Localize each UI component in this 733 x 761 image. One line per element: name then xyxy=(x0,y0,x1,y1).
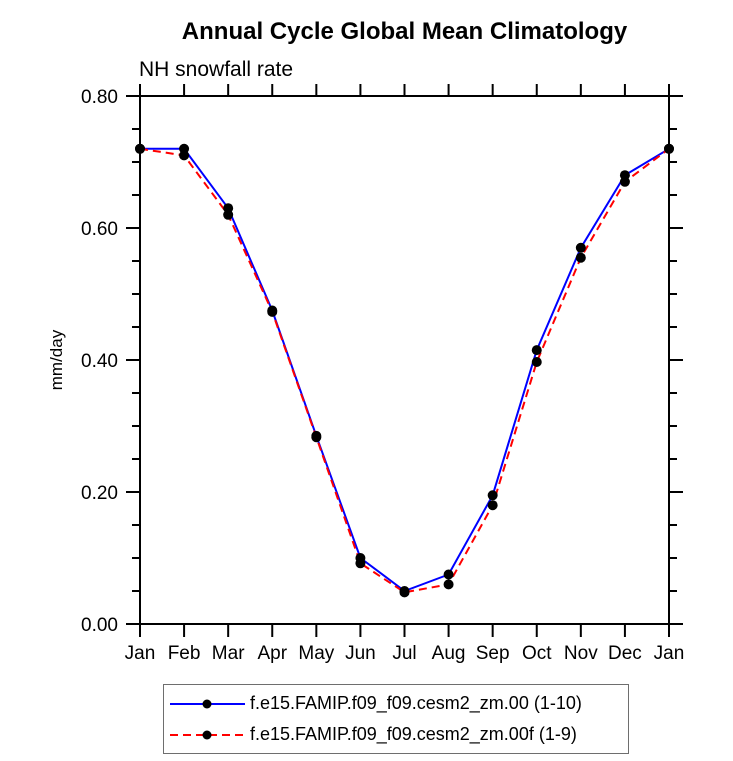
x-axis-tick-label: Mar xyxy=(212,643,245,664)
legend-box: f.e15.FAMIP.f09_f09.cesm2_zm.00 (1-10) f… xyxy=(163,684,629,754)
y-axis-tick-label: 0.60 xyxy=(81,219,118,240)
chart-subtitle: NH snowfall rate xyxy=(139,58,294,81)
data-point-marker-s1 xyxy=(267,306,278,317)
data-point-marker-s1 xyxy=(399,587,410,598)
y-axis-tick-label: 0.40 xyxy=(81,351,118,372)
data-point-marker-s1 xyxy=(311,432,322,443)
plot-frame xyxy=(139,95,670,625)
data-point-marker-s1 xyxy=(443,579,454,590)
x-axis-tick-label: Jan xyxy=(654,643,685,664)
x-axis-tick-label: Dec xyxy=(608,643,642,664)
data-point-marker-s1 xyxy=(619,176,630,187)
legend-key-solid-line-icon xyxy=(170,699,245,708)
data-point-marker-s0 xyxy=(443,569,454,580)
data-point-marker-s1 xyxy=(664,143,674,154)
x-axis-tick-label: May xyxy=(298,643,334,664)
x-axis-tick-label: Jan xyxy=(125,643,156,664)
data-series-line-1 xyxy=(139,147,670,594)
legend-label-series-1: f.e15.FAMIP.f09_f09.cesm2_zm.00f (1-9) xyxy=(250,724,577,744)
data-point-marker-s1 xyxy=(135,143,145,154)
data-point-marker-s0 xyxy=(575,242,586,253)
data-point-marker-s1 xyxy=(355,558,366,569)
x-axis-tick-label: Jul xyxy=(392,643,416,664)
y-axis-tick-label: 0.00 xyxy=(81,615,118,636)
data-point-marker-s1 xyxy=(179,150,190,161)
x-axis-tick-label: Jun xyxy=(345,643,376,664)
data-point-marker-s1 xyxy=(575,252,586,263)
data-point-marker-s1 xyxy=(487,500,498,511)
data-point-marker-s0 xyxy=(531,345,542,356)
data-point-marker-s0 xyxy=(487,490,498,501)
data-point-marker-s1 xyxy=(531,356,542,367)
legend-key-dashed-line-icon xyxy=(170,730,245,739)
x-axis-tick-label: Apr xyxy=(257,643,287,664)
x-axis-tick-label: Aug xyxy=(432,643,466,664)
x-axis-tick-label: Nov xyxy=(564,643,598,664)
legend-item-series-1: f.e15.FAMIP.f09_f09.cesm2_zm.00f (1-9) xyxy=(169,719,628,750)
legend-item-series-0: f.e15.FAMIP.f09_f09.cesm2_zm.00 (1-10) xyxy=(169,688,628,719)
legend-label-series-0: f.e15.FAMIP.f09_f09.cesm2_zm.00 (1-10) xyxy=(250,693,582,713)
data-series-line-0 xyxy=(140,147,670,593)
x-axis-tick-label: Oct xyxy=(522,643,552,664)
x-axis-tick-label: Feb xyxy=(168,643,201,664)
y-axis-label: mm/day xyxy=(47,329,66,390)
x-axis-tick-label: Sep xyxy=(476,643,510,664)
chart-title: Annual Cycle Global Mean Climatology xyxy=(181,18,628,45)
data-point-marker-s1 xyxy=(223,209,234,220)
y-axis-tick-label: 0.80 xyxy=(81,87,118,108)
y-axis-tick-label: 0.20 xyxy=(81,483,118,504)
